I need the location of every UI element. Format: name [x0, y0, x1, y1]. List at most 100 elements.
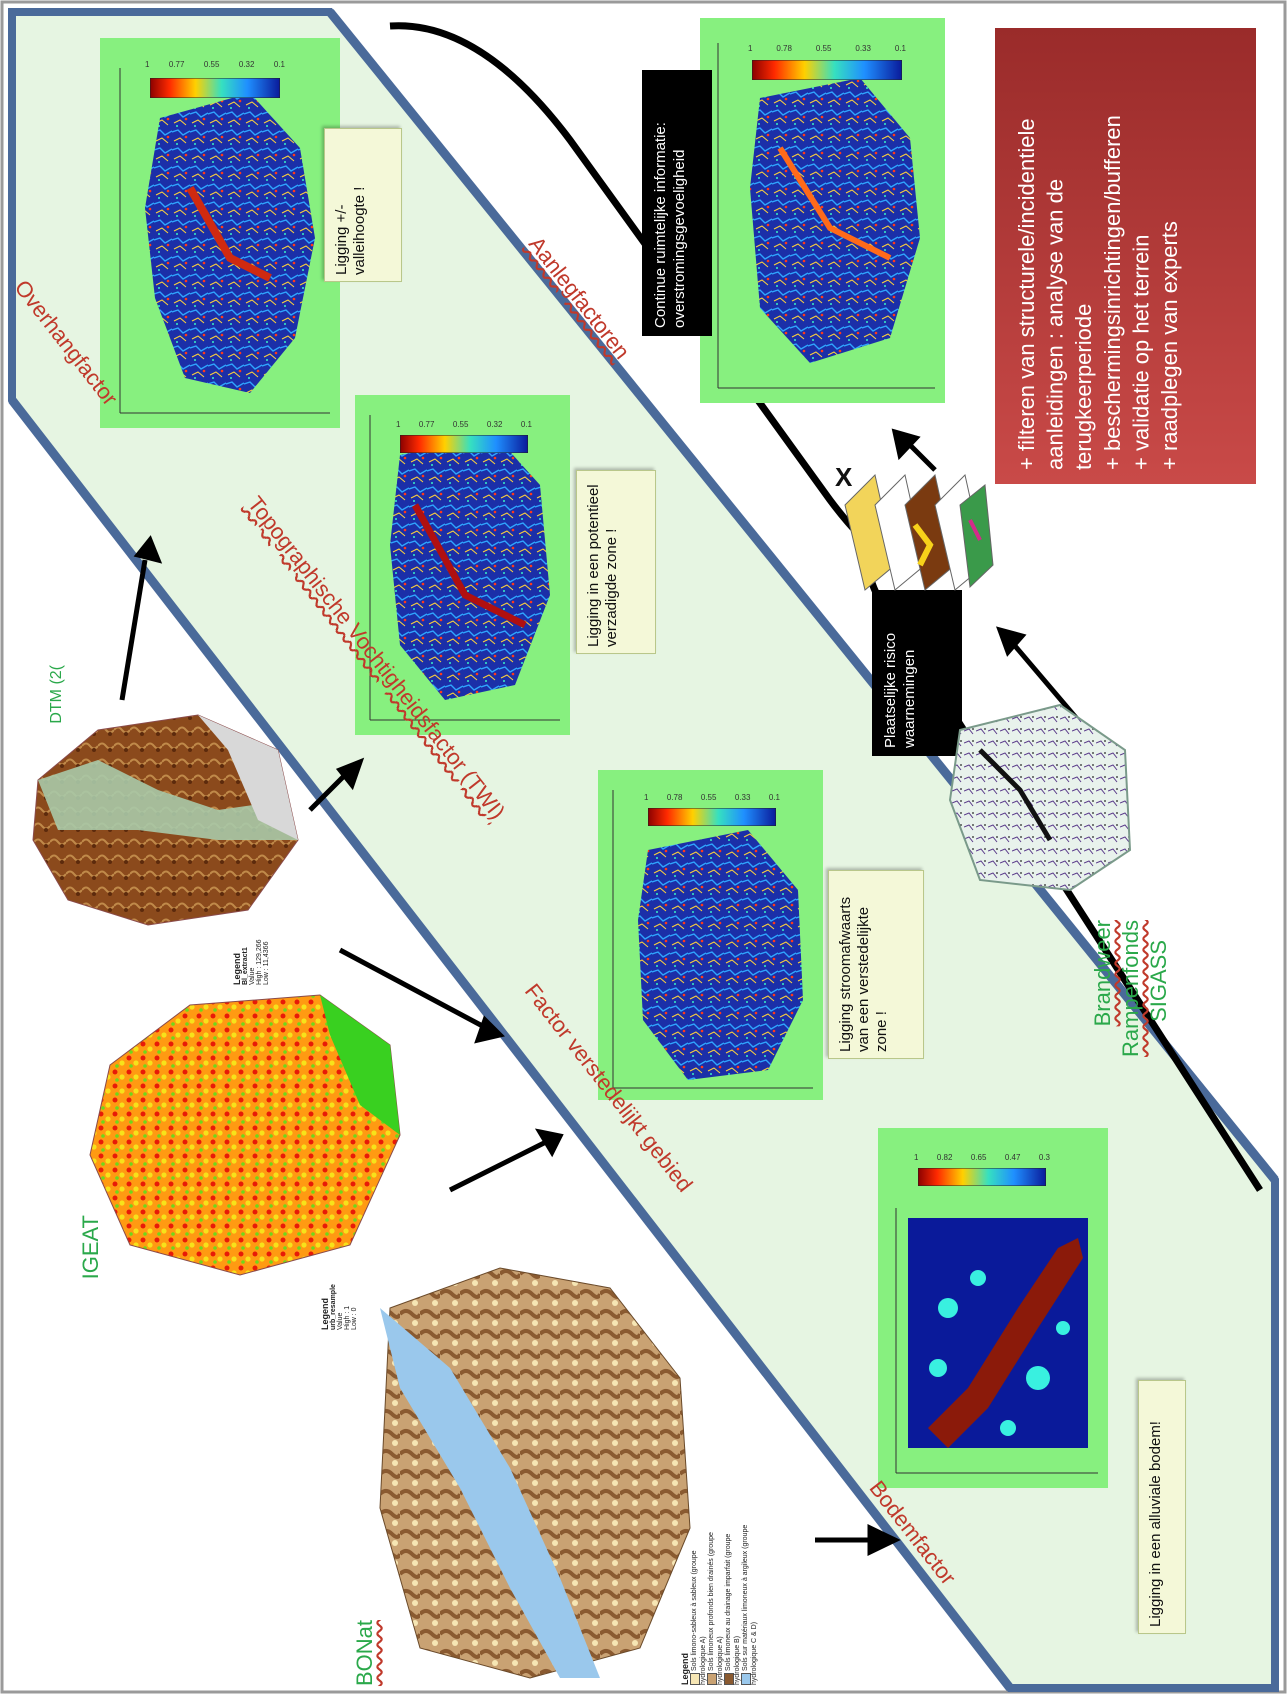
overhang-cb-0: 1: [145, 60, 150, 69]
overhang-cb-2: 0.55: [203, 60, 220, 69]
bodem-cb-1: 0.82: [936, 1153, 953, 1162]
note-vallei: Ligging +/- valleihoogte !: [324, 128, 402, 282]
bonat-legend-item-4: Sols sur matériaux limoneux à argileux (…: [741, 1520, 758, 1685]
topo-cb-1: 0.77: [418, 420, 435, 429]
note-alluviaal: Ligging in een alluviale bodem!: [1138, 1380, 1186, 1634]
topo-colorbar: [400, 435, 528, 453]
topo-cb-2: 0.55: [452, 420, 469, 429]
bonat-map: [379, 1267, 691, 1679]
dtm-legend: Legend Bl_extract1 Value High : 129,266 …: [232, 915, 296, 985]
verst-cb-2: 0.55: [700, 793, 717, 802]
bonat-legend-item-1: Sols limono-sableux à sableux (groupe hy…: [690, 1520, 707, 1685]
layer-stack-icon: [844, 474, 994, 591]
label-igeat: IGEAT: [78, 1215, 103, 1280]
igeat-legend-value: Value: [337, 1312, 344, 1330]
panel-continue: [700, 18, 945, 403]
bodem-colorbar-labels: 1 0.82 0.65 0.47 0.3: [914, 1153, 1050, 1162]
bodem-cb-2: 0.65: [970, 1153, 987, 1162]
label-bonat: BONat: [352, 1620, 377, 1687]
overhang-cb-3: 0.32: [238, 60, 255, 69]
bonat-legend-title: Legend: [680, 1652, 690, 1685]
dtm-legend-title: Legend: [232, 952, 242, 985]
igeat-legend-layer: urb_resample: [330, 1284, 337, 1330]
panel-bodem: [878, 1128, 1108, 1488]
bonat-legend-item-2: Sols limoneux profonds bien drainés (gro…: [707, 1520, 724, 1685]
verst-cb-4: 0.1: [768, 793, 780, 802]
continue-cb-3: 0.33: [855, 44, 871, 53]
bodem-cb-3: 0.47: [1004, 1153, 1021, 1162]
igeat-map: [89, 994, 401, 1276]
continue-cb-4: 0.1: [894, 44, 906, 53]
red-line-3: terugkeerperiode: [1071, 303, 1097, 470]
verst-cb-0: 1: [644, 793, 649, 802]
bonat-legend: Legend Sols limono-sableux à sableux (gr…: [680, 1520, 770, 1685]
overhang-cb-4: 0.1: [273, 60, 285, 69]
red-line-6: + raadplegen van experts: [1156, 221, 1182, 470]
topo-plot: [369, 415, 560, 721]
x-mark: X: [835, 462, 853, 492]
overhang-valley: [186, 186, 272, 282]
overhang-colorbar: [150, 78, 280, 98]
dtm-map: [32, 714, 299, 926]
panel-overhang: [100, 38, 340, 428]
note-stroomaf: Ligging stroomafwaarts van een verstedel…: [828, 870, 924, 1059]
continue-plot: [717, 43, 935, 389]
band-left-edge: [8, 397, 1014, 1691]
note-verzadigd: Ligging in een potentieel verzadigde zon…: [576, 470, 656, 654]
continue-valley: [777, 146, 892, 261]
red-line-4: + beschermingsinrichtingen/bufferen: [1099, 115, 1125, 470]
label-sigass: SIGASS: [1146, 940, 1171, 1022]
dtm-legend-low: Low : 11,4366: [263, 941, 270, 985]
continue-cb-1: 0.78: [776, 44, 792, 53]
continue-colorbar: [752, 60, 902, 80]
bonat-legend-text-2: Sols limoneux profonds bien drainés (gro…: [708, 1532, 724, 1685]
red-line-1: + filteren van structurele/incidentiele: [1014, 118, 1039, 470]
verst-colorbar-labels: 1 0.78 0.55 0.33 0.1: [644, 793, 780, 802]
verst-colorbar: [648, 808, 776, 826]
flow-arrows: [119, 428, 1097, 1556]
label-rampenfonds: Rampenfonds: [1118, 920, 1143, 1057]
continue-colorbar-labels: 1 0.78 0.55 0.33 0.1: [748, 44, 906, 53]
overhang-plot: [119, 68, 330, 414]
continue-cb-2: 0.55: [815, 44, 832, 53]
topo-valley: [411, 503, 527, 629]
bodem-plot: [895, 1208, 1098, 1474]
dtm-legend-high: High : 129,266: [256, 939, 263, 985]
continue-cb-0: 1: [748, 44, 753, 53]
bonat-legend-item-3: Sols limoneux au drainage imparfait (gro…: [724, 1520, 741, 1685]
panel-verstedelijkt: [598, 770, 823, 1100]
dtm-legend-value: Value: [249, 967, 256, 985]
bodem-colorbar: [918, 1168, 1046, 1186]
verst-map: [638, 830, 803, 1080]
dtm-legend-layer: Bl_extract1: [242, 947, 249, 985]
red-line-2: aanleidingen : analyse van de: [1042, 178, 1068, 470]
overhang-cb-1: 0.77: [168, 60, 185, 69]
igeat-legend-low: Low : 0: [351, 1307, 358, 1330]
verst-cb-1: 0.78: [666, 793, 683, 802]
bonat-legend-text-3: Sols limoneux au drainage imparfait (gro…: [725, 1533, 741, 1685]
bodem-cb-4: 0.3: [1038, 1153, 1050, 1162]
label-brandweer: Brandweer: [1090, 920, 1115, 1027]
verst-plot: [612, 790, 813, 1089]
igeat-legend-high: High : 1: [344, 1305, 351, 1330]
bodem-alluvial: [928, 1238, 1083, 1448]
bonat-legend-text-1: Sols limono-sableux à sableux (groupe hy…: [691, 1550, 707, 1685]
bodem-cb-0: 1: [914, 1153, 919, 1162]
verst-cb-3: 0.33: [734, 793, 751, 802]
red-line-5: + validatie op het terrein: [1128, 234, 1154, 470]
band-right-edge: [326, 9, 1279, 1183]
label-dtm: DTM (2(: [48, 665, 65, 724]
overhang-map: [145, 93, 315, 393]
igeat-legend-title: Legend: [320, 1297, 330, 1330]
bodem-patches: [929, 1270, 1070, 1436]
bonat-legend-text-4: Sols sur matériaux limoneux à argileux (…: [742, 1524, 758, 1685]
risk-map: [948, 703, 1132, 892]
box-red-notes: + filteren van structurele/incidentiele …: [995, 28, 1256, 484]
topo-cb-4: 0.1: [520, 420, 532, 429]
continue-map: [750, 78, 920, 363]
topo-map: [390, 435, 550, 700]
topo-cb-3: 0.32: [486, 420, 503, 429]
topo-cb-0: 1: [396, 420, 401, 429]
overhang-colorbar-labels: 1 0.77 0.55 0.32 0.1: [145, 60, 285, 69]
box-continue: Continue ruimtelijke informatie: overstr…: [642, 70, 712, 336]
